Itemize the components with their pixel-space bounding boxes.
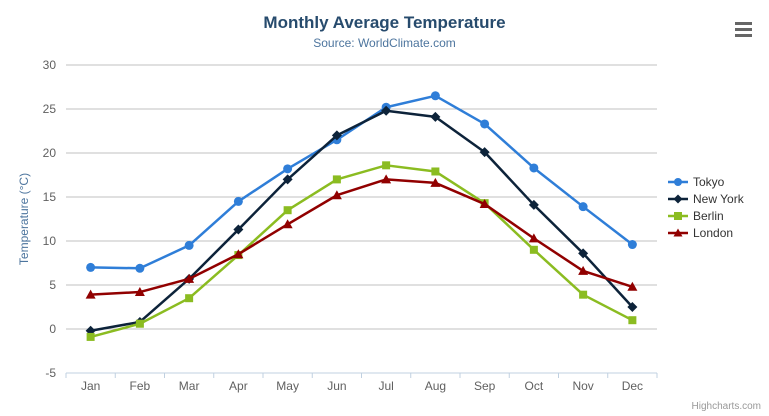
legend-label: Tokyo — [693, 175, 725, 189]
square-marker-icon — [668, 212, 688, 220]
circle-marker-icon — [668, 178, 688, 186]
series-new-york — [85, 105, 638, 336]
data-point-berlin[interactable] — [529, 245, 538, 254]
x-axis-tick-label: Apr — [229, 379, 248, 393]
diamond-glyph — [673, 194, 683, 204]
x-axis-tick-label: Jun — [327, 379, 346, 393]
data-point-london[interactable] — [627, 281, 638, 291]
data-point-new-york[interactable] — [627, 302, 638, 312]
series-line-tokyo — [89, 94, 634, 270]
export-menu-button[interactable] — [731, 19, 755, 39]
data-point-berlin[interactable] — [185, 294, 194, 303]
data-point-london[interactable] — [430, 177, 441, 187]
data-point-new-york[interactable] — [578, 248, 589, 259]
triangle-glyph — [673, 228, 683, 237]
data-point-tokyo[interactable] — [430, 91, 440, 101]
series-tokyo — [86, 91, 637, 273]
data-point-berlin[interactable] — [332, 175, 341, 184]
data-point-london[interactable] — [85, 289, 96, 299]
data-point-berlin[interactable] — [628, 316, 637, 325]
chart-title: Monthly Average Temperature — [263, 13, 506, 32]
data-point-berlin[interactable] — [86, 332, 95, 341]
circle-glyph — [674, 178, 682, 186]
data-point-berlin[interactable] — [431, 167, 440, 176]
triangle-marker-icon — [668, 228, 688, 237]
y-axis-tick-label: 30 — [43, 58, 57, 72]
series-line-new-york — [89, 109, 634, 333]
x-axis-tick-label: Mar — [179, 379, 200, 393]
data-point-tokyo[interactable] — [480, 119, 490, 129]
series-london — [85, 174, 638, 299]
y-axis-tick-label: 5 — [49, 278, 56, 292]
data-point-london[interactable] — [233, 249, 244, 259]
y-axis-title: Temperature (°C) — [17, 172, 31, 266]
data-point-new-york[interactable] — [528, 199, 539, 210]
x-axis-tick-label: Feb — [130, 379, 151, 393]
legend-item-tokyo[interactable]: Tokyo — [668, 175, 744, 189]
data-point-london[interactable] — [381, 174, 392, 184]
hamburger-icon — [734, 27, 752, 31]
legend-item-new-york[interactable]: New York — [668, 192, 744, 206]
data-point-london[interactable] — [578, 265, 589, 275]
y-axis-tick-label: -5 — [45, 366, 56, 380]
x-axis-tick-label: Dec — [622, 379, 643, 393]
data-point-berlin[interactable] — [579, 290, 588, 299]
data-point-london[interactable] — [479, 199, 490, 209]
data-point-new-york[interactable] — [331, 130, 342, 141]
data-point-new-york[interactable] — [381, 105, 392, 116]
x-axis-tick-label: Jul — [378, 379, 393, 393]
legend-label: Berlin — [693, 209, 724, 223]
x-axis-tick-label: Sep — [474, 379, 496, 393]
legend: Tokyo New York Berlin London — [668, 175, 744, 240]
data-point-tokyo[interactable] — [135, 263, 145, 273]
diamond-marker-icon — [668, 194, 688, 204]
y-axis-tick-label: 20 — [43, 146, 57, 160]
x-axis-tick-label: Jan — [81, 379, 100, 393]
data-point-london[interactable] — [282, 219, 293, 229]
y-axis-tick-label: 25 — [43, 102, 57, 116]
data-point-new-york[interactable] — [233, 224, 244, 235]
x-axis-tick-label: May — [276, 379, 299, 393]
data-point-berlin[interactable] — [382, 161, 391, 170]
data-point-london[interactable] — [528, 233, 539, 243]
hamburger-icon — [734, 33, 752, 37]
data-point-tokyo[interactable] — [578, 202, 588, 212]
data-point-london[interactable] — [134, 287, 145, 297]
legend-label: New York — [693, 192, 744, 206]
series-line-london — [89, 178, 634, 296]
legend-item-berlin[interactable]: Berlin — [668, 209, 744, 223]
y-axis-tick-label: 10 — [43, 234, 57, 248]
series-line-berlin — [89, 164, 634, 339]
x-axis-tick-label: Oct — [525, 379, 544, 393]
data-point-new-york[interactable] — [430, 111, 441, 122]
data-point-tokyo[interactable] — [627, 240, 637, 250]
y-axis-tick-label: 15 — [43, 190, 57, 204]
hamburger-icon — [734, 21, 752, 25]
data-point-new-york[interactable] — [479, 147, 490, 158]
data-point-berlin[interactable] — [135, 319, 144, 328]
data-point-tokyo[interactable] — [529, 163, 539, 173]
legend-label: London — [693, 226, 734, 240]
data-point-london[interactable] — [331, 190, 342, 200]
data-point-tokyo[interactable] — [184, 240, 194, 250]
x-axis-tick-label: Aug — [425, 379, 446, 393]
data-point-berlin[interactable] — [283, 206, 292, 215]
legend-item-london[interactable]: London — [668, 226, 744, 240]
y-axis-tick-label: 0 — [49, 322, 56, 336]
data-point-new-york[interactable] — [282, 174, 293, 185]
data-point-london[interactable] — [184, 273, 195, 283]
data-point-tokyo[interactable] — [233, 196, 243, 206]
data-point-tokyo[interactable] — [86, 262, 96, 272]
data-point-tokyo[interactable] — [283, 164, 293, 174]
chart-subtitle: Source: WorldClimate.com — [313, 36, 456, 50]
credits-link[interactable]: Highcharts.com — [691, 401, 761, 412]
x-axis-tick-label: Nov — [572, 379, 593, 393]
square-glyph — [674, 212, 682, 220]
